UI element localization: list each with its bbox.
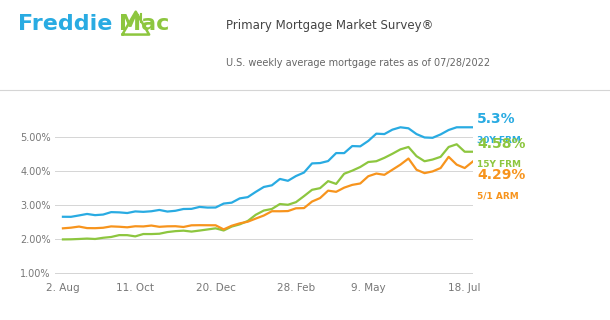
Text: 30Y FRM: 30Y FRM <box>477 136 521 145</box>
Text: Mac: Mac <box>119 14 170 35</box>
Text: 5.3%: 5.3% <box>477 112 515 126</box>
Text: Primary Mortgage Market Survey®: Primary Mortgage Market Survey® <box>226 19 433 32</box>
Text: 15Y FRM: 15Y FRM <box>477 160 521 169</box>
Text: 5/1 ARM: 5/1 ARM <box>477 192 518 201</box>
Text: 4.58%: 4.58% <box>477 137 526 151</box>
Text: Freddie: Freddie <box>18 14 113 35</box>
Text: 4.29%: 4.29% <box>477 168 525 182</box>
Text: U.S. weekly average mortgage rates as of 07/28/2022: U.S. weekly average mortgage rates as of… <box>226 58 490 68</box>
